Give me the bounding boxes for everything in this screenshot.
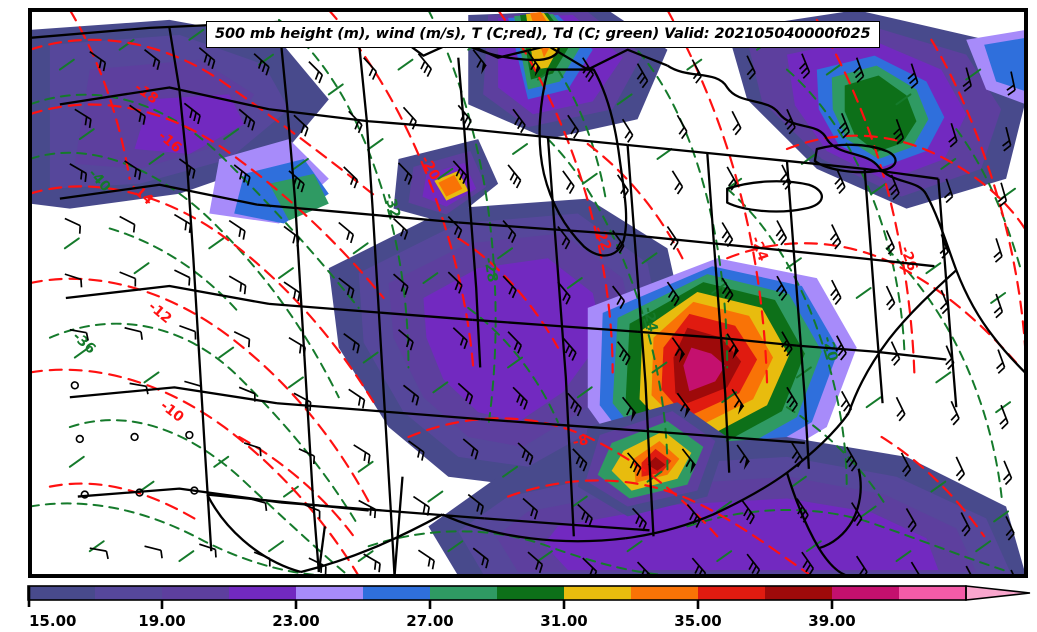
dewpoint-station-marks <box>58 28 1017 563</box>
colorbar-tick-2: 23.00 <box>272 612 319 630</box>
colorbar-frame <box>27 585 1031 609</box>
geography-lines <box>30 20 1026 576</box>
page-title: 500 mb height (m), wind (m/s), T (C;red)… <box>215 26 871 42</box>
svg-text:-28: -28 <box>480 256 500 283</box>
svg-text:-8: -8 <box>571 432 589 451</box>
map-panel: -18 -16 -14 -12 -10 -20 -22 -24 -26 -8 -… <box>28 8 1028 578</box>
colorbar-svg: 15.00 19.00 23.00 27.00 31.00 35.00 39.0… <box>27 585 1031 630</box>
weather-map: -18 -16 -14 -12 -10 -20 -22 -24 -26 -8 -… <box>30 10 1026 576</box>
colorbar-tick-6: 39.00 <box>808 612 855 630</box>
colorbar-tick-0: 15.00 <box>29 612 76 630</box>
colorbar: 15.00 19.00 23.00 27.00 31.00 35.00 39.0… <box>0 583 1037 632</box>
svg-text:-24: -24 <box>640 305 661 333</box>
plot-title-box: 500 mb height (m), wind (m/s), T (C;red)… <box>206 21 880 48</box>
colorbar-tick-labels: 15.00 19.00 23.00 27.00 31.00 35.00 39.0… <box>29 612 856 630</box>
colorbar-swatches <box>28 586 1030 600</box>
svg-text:-32: -32 <box>381 191 403 220</box>
temperature-contours <box>30 10 1026 576</box>
dewpoint-contours <box>30 10 1023 576</box>
colorbar-tick-4: 31.00 <box>540 612 587 630</box>
colorbar-tick-5: 35.00 <box>674 612 721 630</box>
colorbar-tick-1: 19.00 <box>138 612 185 630</box>
colorbar-tick-3: 27.00 <box>406 612 453 630</box>
